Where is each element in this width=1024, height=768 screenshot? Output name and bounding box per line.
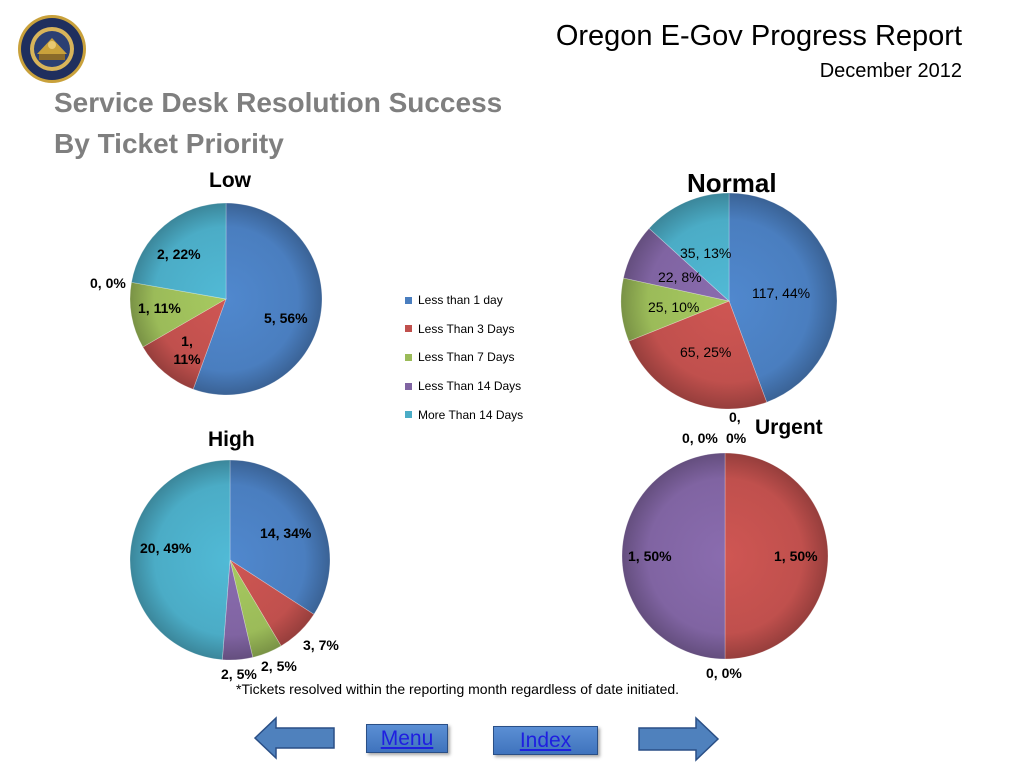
legend-item: More Than 14 Days [405,400,523,429]
data-label: 2, 22% [157,246,201,262]
data-label: 20, 49% [140,540,192,556]
pie-slice-less-than-14-days [623,227,731,302]
legend-label: More Than 14 Days [418,407,524,422]
previous-arrow-icon[interactable] [254,716,336,760]
data-label: 5, 56% [264,310,308,326]
legend-swatch [405,296,412,304]
legend-item: Less Than 7 Days [405,343,523,372]
chart-title-high: High [208,428,255,451]
legend-label: Less Than 7 Days [418,350,515,365]
data-label: 14, 34% [260,525,312,541]
menu-button[interactable]: Menu [366,724,448,753]
legend-swatch [405,325,412,333]
legend-item: Less Than 3 Days [405,315,523,344]
legend-item: Less than 1 day [405,286,523,315]
data-label: 0, 0% [706,665,742,681]
data-label: 25, 10% [648,299,700,315]
data-label: 0, 0% [90,275,126,291]
chart-title-urgent: Urgent [755,416,823,439]
data-label: 22, 8% [658,269,702,285]
legend-label: Less Than 3 Days [418,321,515,336]
index-button[interactable]: Index [493,726,598,755]
oregon-state-seal-logo [18,15,86,83]
legend-item: Less Than 14 Days [405,372,523,401]
pie-slice-more-than-14-days [129,459,231,661]
chart-legend: Less than 1 day Less Than 3 Days Less Th… [405,286,523,429]
data-label: 3, 7% [303,637,339,653]
legend-swatch [405,353,412,361]
legend-label: Less Than 14 Days [418,379,522,394]
legend-swatch [405,411,412,419]
data-label: 65, 25% [680,344,732,360]
data-label: 1, 50% [628,548,672,564]
data-label: 2, 5% [221,666,257,682]
data-label: 0, 0% [682,430,718,446]
data-label: 0% [726,430,747,446]
legend-swatch [405,382,412,390]
page-heading-line1: Service Desk Resolution Success [54,87,503,118]
footnote: *Tickets resolved within the reporting m… [236,681,680,697]
pie-slice-less-than-3-days [229,559,315,647]
next-arrow-icon[interactable] [638,716,720,762]
chart-title-normal: Normal [687,168,777,198]
report-date: December 2012 [819,60,962,82]
report-title: Oregon E-Gov Progress Report [555,20,962,52]
chart-title-low: Low [209,169,251,192]
pie-slice-less-than-14-days [221,559,254,661]
data-label: 35, 13% [680,245,732,261]
pie-slice-less-than-7-days [229,559,282,658]
data-label: 1, 11% [138,300,181,316]
data-label: 0, [729,409,741,425]
data-label: 1, 11% [173,333,201,367]
pie-slice-less-than-1-day [192,202,323,396]
data-label: 1, 50% [774,548,818,564]
data-label: 117, 44% [752,285,811,301]
legend-label: Less than 1 day [418,293,503,308]
page-heading-line2: By Ticket Priority [54,128,284,159]
data-label: 2, 5% [261,658,297,674]
